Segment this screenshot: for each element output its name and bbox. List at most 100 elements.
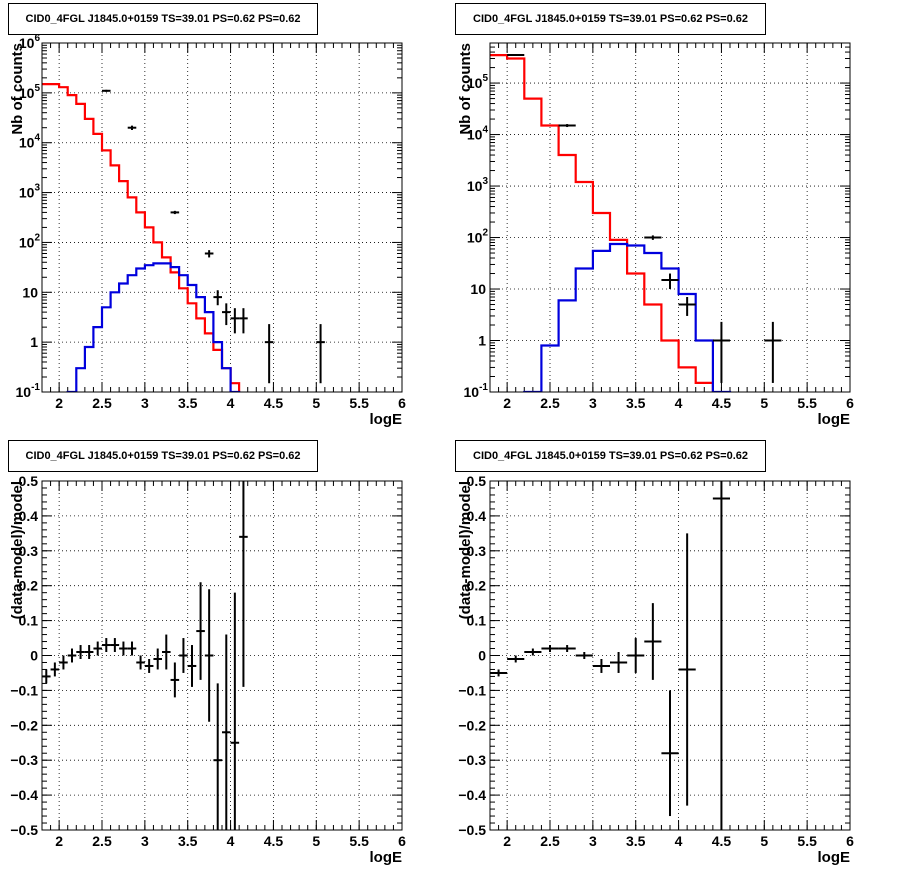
data-point (764, 321, 782, 383)
y-tick-base: 10 (19, 85, 35, 101)
y-tick-base: 10 (16, 384, 32, 400)
y-tick-label: −0.1 (10, 682, 38, 698)
y-tick-exponent: 2 (482, 228, 488, 239)
x-tick-label: 5.5 (797, 833, 817, 849)
data-point (507, 54, 525, 57)
y-tick-label: 0.1 (19, 613, 39, 629)
x-tick-label: 3 (141, 395, 149, 411)
y-tick-base: 10 (467, 75, 483, 91)
y-tick-exponent: 5 (34, 83, 40, 94)
x-tick-label: 6 (398, 833, 406, 849)
y-tick-base: 10 (19, 35, 35, 51)
data-point (239, 481, 248, 687)
y-tick-label: 0.2 (467, 578, 487, 594)
y-tick-label: 0 (30, 648, 38, 664)
data-point (204, 250, 214, 258)
y-tick-exponent: 3 (34, 183, 40, 194)
y-tick-label: 106 (19, 33, 41, 51)
data-point (627, 638, 645, 673)
data-point (678, 296, 696, 316)
data-point (661, 273, 679, 290)
x-axis-label: logE (818, 849, 851, 866)
data-point (541, 645, 559, 653)
x-tick-label: 3.5 (626, 395, 646, 411)
x-tick-label: 5 (312, 833, 320, 849)
histogram-series-0 (490, 54, 714, 392)
y-tick-base: 1 (30, 334, 38, 350)
data-point (162, 634, 171, 670)
x-tick-label: 4.5 (264, 395, 284, 411)
x-tick-label: 2 (503, 833, 511, 849)
x-tick-label: 3.5 (178, 833, 198, 849)
y-axis-label: Nb of counts (9, 43, 26, 135)
y-tick-base: 10 (470, 281, 486, 297)
x-axis-label: logE (818, 411, 851, 428)
x-axis-label: logE (370, 849, 403, 866)
data-point (50, 662, 60, 677)
data-point (67, 648, 77, 663)
x-tick-label: 3 (589, 395, 597, 411)
data-point (102, 638, 111, 653)
x-tick-label: 3.5 (626, 833, 646, 849)
data-point (187, 645, 197, 687)
y-tick-label: 0.4 (19, 508, 39, 524)
x-tick-label: 2.5 (92, 395, 112, 411)
x-tick-label: 2 (55, 833, 63, 849)
panel-bottom-right: 2 2.5 3 3.5 4 4.5 5 5.5 6 −0.5 −0.4 −0.3 −0.2 −0.1 0 0.… (457, 473, 854, 866)
data-point (110, 638, 120, 653)
y-tick-label: −0.5 (10, 822, 38, 838)
data-point (196, 582, 205, 680)
y-tick-label: −0.1 (458, 682, 486, 698)
data-point (127, 641, 137, 656)
y-tick-label: −0.4 (458, 787, 486, 803)
data-point (558, 124, 576, 128)
data-point (712, 481, 730, 830)
data-point (316, 324, 325, 384)
x-tick-label: 4.5 (264, 833, 284, 849)
x-tick-label: 5 (312, 395, 320, 411)
x-tick-label: 4 (227, 395, 235, 411)
y-tick-label: 0.5 (467, 473, 487, 489)
x-tick-label: 4.5 (712, 395, 732, 411)
data-point (136, 655, 145, 670)
y-tick-exponent: 3 (482, 176, 488, 187)
panel-top-left: 2 2.5 3 3.5 4 4.5 5 5.5 610-1110102103104105106l… (9, 33, 406, 428)
y-tick-label: 105 (19, 83, 41, 101)
y-tick-label: −0.3 (10, 752, 38, 768)
y-tick-base: 10 (467, 127, 483, 143)
y-tick-label: 0.3 (467, 543, 487, 559)
data-point (222, 634, 231, 830)
y-tick-label: 0.5 (19, 473, 39, 489)
data-point (610, 652, 628, 673)
data-point (239, 308, 248, 334)
y-tick-label: 105 (467, 73, 489, 91)
data-point (179, 638, 188, 673)
data-point (507, 655, 525, 663)
panel-title-top-left: CID0_4FGL J1845.0+0159 TS=39.01 PS=0.62 … (8, 3, 318, 35)
y-tick-base: 10 (19, 185, 35, 201)
y-tick-base: 1 (478, 333, 486, 349)
x-tick-label: 3 (141, 833, 149, 849)
y-tick-label: −0.3 (458, 752, 486, 768)
y-tick-exponent: -1 (479, 382, 488, 393)
data-point (42, 669, 51, 684)
x-axis-label: logE (370, 411, 403, 428)
data-point (222, 303, 231, 326)
x-tick-label: 4 (227, 833, 235, 849)
data-point (170, 662, 180, 698)
data-point (102, 89, 111, 92)
x-tick-label: 2.5 (92, 833, 112, 849)
histogram-series-1 (66, 262, 241, 392)
histogram-series-0 (42, 83, 241, 392)
x-tick-label: 5 (760, 833, 768, 849)
y-tick-label: 10-1 (464, 382, 489, 400)
data-point (644, 603, 662, 680)
y-tick-label: 102 (467, 228, 489, 246)
data-point (127, 125, 137, 130)
data-point (204, 589, 214, 722)
x-tick-label: 2 (55, 395, 63, 411)
y-tick-exponent: 4 (34, 133, 40, 144)
x-tick-label: 2.5 (540, 833, 560, 849)
y-axis-label: (data-model)/model (457, 481, 474, 619)
